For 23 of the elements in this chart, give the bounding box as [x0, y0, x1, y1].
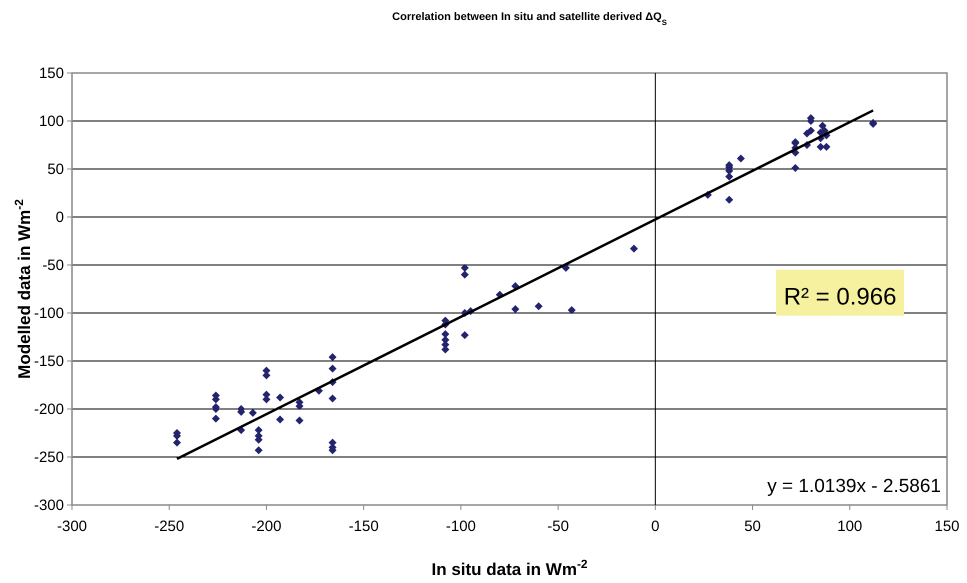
y-tick-label: 100 — [38, 113, 64, 130]
y-tick-label: 50 — [47, 161, 64, 178]
x-tick-label: -50 — [547, 518, 569, 535]
x-tick-label: -250 — [154, 518, 184, 535]
x-tick-label: 50 — [744, 518, 761, 535]
x-tick-label: 100 — [837, 518, 862, 535]
annotation: y = 1.0139x - 2.5861 — [767, 476, 941, 497]
y-tick-label: -100 — [34, 305, 64, 322]
x-tick-label: 0 — [651, 518, 660, 535]
y-tick-label: -200 — [34, 401, 64, 418]
x-tick-label: -150 — [348, 518, 379, 535]
x-tick-label: -100 — [446, 518, 476, 535]
y-tick-label: -250 — [34, 449, 64, 466]
y-tick-label: 150 — [38, 65, 64, 82]
chart-title: Correlation between In situ and satellite derived ΔQ$_{S}$ — [392, 11, 667, 26]
annotation: R² = 0.966 — [784, 284, 896, 311]
y-tick-label: 0 — [56, 209, 64, 226]
x-tick-label: -200 — [251, 518, 282, 535]
y-tick-label: -50 — [42, 257, 64, 274]
x-tick-label: 150 — [934, 518, 960, 535]
y-tick-label: -150 — [34, 353, 64, 370]
x-axis-title: In situ data in Wm$^{-2}$ — [431, 557, 588, 579]
y-tick-label: -300 — [34, 497, 64, 514]
